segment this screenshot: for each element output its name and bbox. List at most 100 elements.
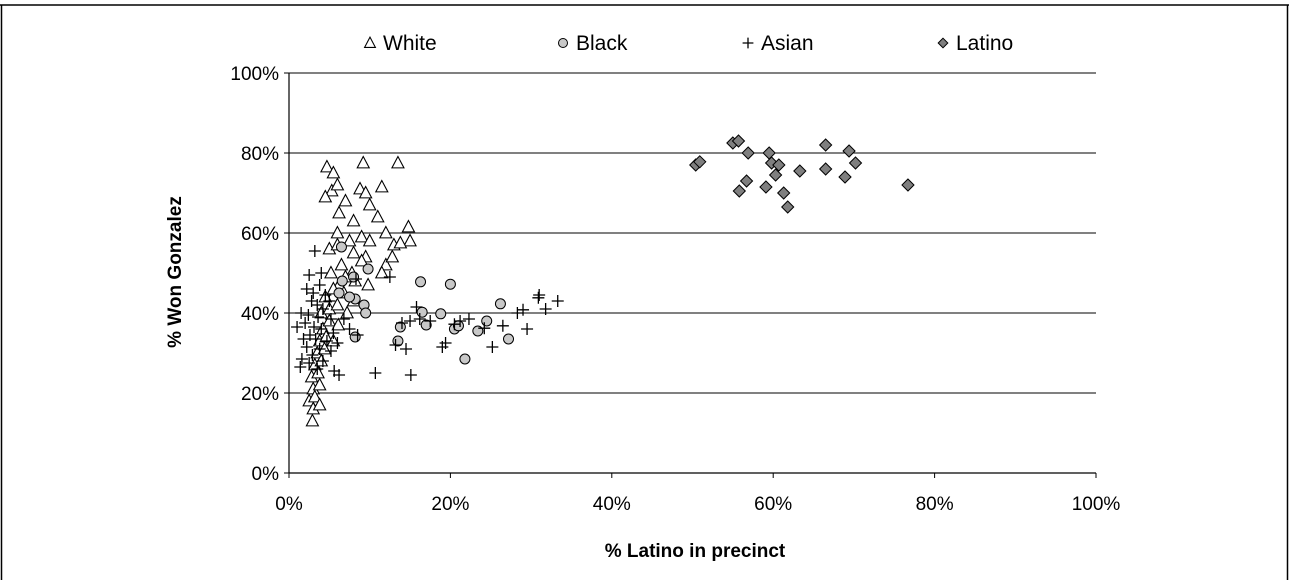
point-latino-13 — [781, 200, 795, 214]
point-asian-64 — [551, 295, 564, 307]
point-asian-25 — [300, 341, 313, 353]
point-black-2 — [348, 271, 360, 283]
point-black-12 — [435, 308, 447, 320]
y-tick-label-2: 40% — [241, 304, 279, 325]
point-white-19 — [354, 229, 369, 243]
point-black-0 — [335, 241, 347, 253]
point-black-6 — [333, 287, 345, 299]
point-asian-26 — [313, 343, 326, 355]
point-asian-35 — [333, 369, 346, 381]
point-asian-42 — [413, 313, 426, 325]
point-white-1 — [326, 165, 341, 179]
point-asian-55 — [478, 322, 491, 335]
y-tick-label-0: 0% — [252, 464, 280, 485]
legend-label-black: Black — [576, 32, 628, 55]
point-black-8 — [344, 291, 356, 303]
point-asian-31 — [303, 357, 316, 369]
point-asian-37 — [383, 271, 396, 283]
point-asian-60 — [521, 323, 534, 335]
point-black-15 — [394, 321, 406, 333]
point-asian-19 — [327, 327, 340, 339]
point-white-28 — [324, 265, 338, 279]
point-latino-12 — [776, 186, 791, 200]
point-white-9 — [318, 189, 333, 203]
y-tick-label-3: 60% — [241, 224, 279, 245]
point-asian-38 — [337, 313, 350, 325]
point-white-14 — [370, 209, 385, 223]
point-black-10 — [494, 298, 506, 310]
legend-label-white: White — [383, 32, 437, 55]
point-latino-1 — [693, 155, 707, 169]
point-white-11 — [362, 197, 377, 211]
point-asian-48 — [369, 367, 382, 379]
point-black-20 — [349, 331, 361, 343]
point-black-16 — [420, 319, 432, 331]
point-asian-44 — [404, 315, 417, 327]
point-asian-23 — [320, 335, 333, 347]
point-asian-0 — [308, 245, 321, 257]
point-white-31 — [354, 253, 369, 267]
point-white-8 — [374, 179, 389, 193]
point-white-23 — [403, 233, 417, 247]
point-white-50 — [319, 329, 334, 343]
x-tick-label-1: 20% — [431, 494, 469, 515]
point-white-25 — [346, 245, 361, 259]
legend-marker-black — [558, 38, 568, 48]
point-white-47 — [322, 313, 337, 327]
point-white-57 — [311, 365, 325, 379]
point-latino-8 — [768, 168, 783, 182]
point-asian-52 — [448, 318, 461, 331]
point-latino-7 — [772, 158, 786, 172]
x-tick-label-3: 60% — [754, 494, 792, 515]
point-latino-15 — [818, 138, 833, 152]
point-white-18 — [342, 233, 357, 247]
legend: White Black Asian Latino — [363, 32, 1013, 55]
point-asian-30 — [316, 355, 329, 367]
point-asian-36 — [349, 273, 362, 285]
gridlines — [284, 72, 1097, 478]
point-latino-10 — [739, 174, 754, 188]
point-black-11 — [360, 307, 372, 319]
point-black-1 — [362, 263, 374, 275]
point-black-3 — [336, 275, 348, 287]
point-latino-9 — [732, 184, 747, 198]
point-asian-61 — [533, 289, 546, 301]
point-asian-58 — [511, 307, 524, 319]
point-white-32 — [374, 265, 389, 279]
y-axis-label: % Won Gonzalez — [165, 196, 186, 348]
series-latino — [689, 134, 915, 214]
point-white-27 — [378, 257, 393, 271]
point-black-4 — [415, 276, 427, 288]
point-asian-2 — [303, 269, 316, 281]
legend-label-latino: Latino — [956, 32, 1013, 55]
point-latino-18 — [842, 144, 856, 158]
point-white-5 — [330, 177, 345, 191]
point-asian-51 — [439, 337, 452, 349]
point-asian-22 — [309, 333, 322, 345]
point-asian-56 — [486, 341, 499, 353]
point-latino-20 — [901, 178, 915, 192]
x-axis-label: % Latino in precinct — [605, 541, 786, 562]
point-asian-13 — [312, 311, 325, 323]
point-white-10 — [338, 193, 353, 207]
x-tick-label-5: 100% — [1072, 494, 1121, 515]
point-asian-54 — [462, 313, 475, 325]
point-latino-11 — [759, 180, 773, 194]
point-asian-16 — [291, 321, 304, 333]
legend-marker-latino — [937, 37, 949, 49]
point-asian-59 — [517, 303, 530, 316]
point-black-14 — [481, 315, 493, 327]
x-tick-labels: 0% 20% 40% 60% 80% 100% — [275, 494, 1120, 515]
point-black-18 — [472, 325, 484, 337]
point-black-22 — [503, 333, 515, 345]
point-asian-33 — [311, 363, 324, 375]
point-asian-17 — [308, 321, 321, 333]
x-tick-label-4: 80% — [916, 494, 954, 515]
y-tick-labels: 0% 20% 40% 60% 80% 100% — [230, 64, 279, 485]
legend-marker-white — [363, 35, 377, 48]
point-white-15 — [401, 219, 416, 233]
point-white-63 — [312, 397, 327, 411]
point-latino-16 — [818, 162, 833, 176]
point-white-21 — [378, 225, 393, 239]
